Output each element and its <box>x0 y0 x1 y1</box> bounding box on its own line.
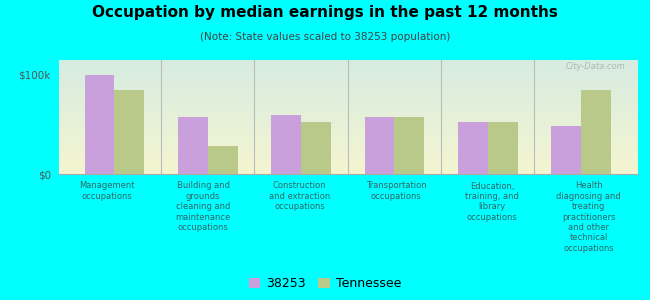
Bar <box>551 126 581 174</box>
Text: Building and
grounds
cleaning and
maintenance
occupations: Building and grounds cleaning and mainte… <box>176 182 231 232</box>
Bar <box>395 118 424 174</box>
Text: (Note: State values scaled to 38253 population): (Note: State values scaled to 38253 popu… <box>200 32 450 41</box>
Bar <box>581 90 611 174</box>
Bar <box>488 122 517 174</box>
Text: Transportation
occupations: Transportation occupations <box>366 182 426 201</box>
Bar <box>114 90 144 174</box>
Bar <box>208 146 238 174</box>
Bar <box>271 115 301 174</box>
Bar <box>178 116 208 174</box>
Text: Education,
training, and
library
occupations: Education, training, and library occupat… <box>465 182 519 222</box>
Text: Construction
and extraction
occupations: Construction and extraction occupations <box>269 182 330 211</box>
Text: Occupation by median earnings in the past 12 months: Occupation by median earnings in the pas… <box>92 4 558 20</box>
Bar <box>84 75 114 174</box>
Bar <box>458 122 488 174</box>
Legend: 38253, Tennessee: 38253, Tennessee <box>245 273 405 294</box>
Bar <box>301 122 331 174</box>
Text: City-Data.com: City-Data.com <box>566 62 625 71</box>
Bar <box>365 118 395 174</box>
Text: Management
occupations: Management occupations <box>79 182 135 201</box>
Text: Health
diagnosing and
treating
practitioners
and other
technical
occupations: Health diagnosing and treating practitio… <box>556 182 621 253</box>
